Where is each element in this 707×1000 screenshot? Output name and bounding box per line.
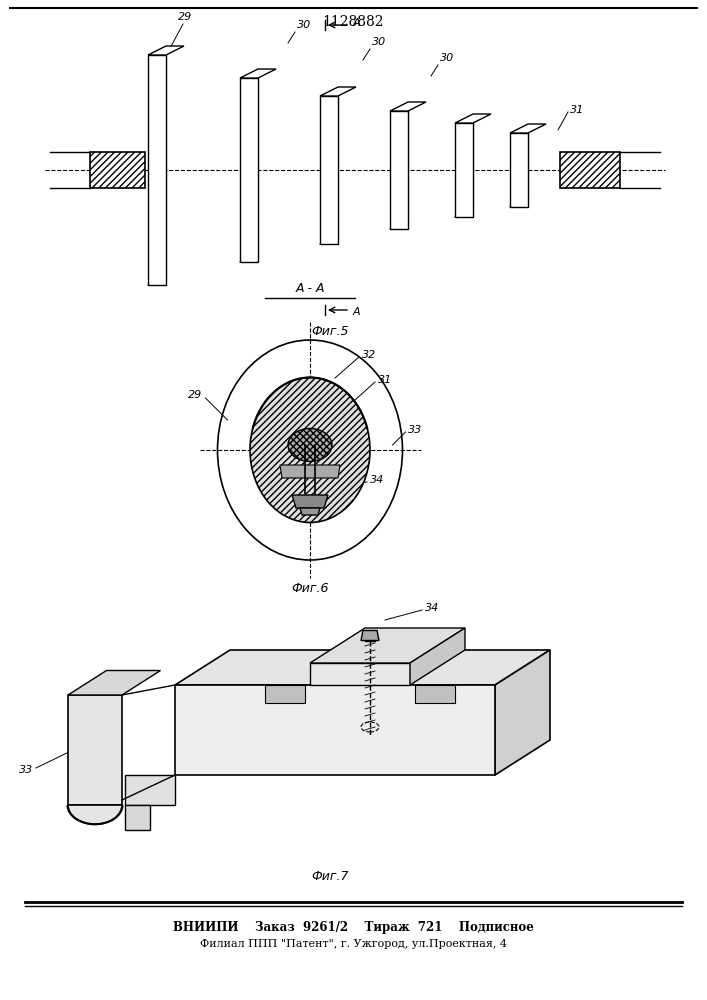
Text: Фиг.5: Фиг.5 xyxy=(311,325,349,338)
Polygon shape xyxy=(310,628,465,663)
Polygon shape xyxy=(125,775,175,805)
Polygon shape xyxy=(320,96,338,244)
Polygon shape xyxy=(310,663,410,685)
Polygon shape xyxy=(390,111,408,229)
Polygon shape xyxy=(455,114,491,123)
Polygon shape xyxy=(68,805,122,824)
Text: А - А: А - А xyxy=(296,282,325,295)
Polygon shape xyxy=(410,628,465,685)
Text: 33: 33 xyxy=(407,425,422,435)
Polygon shape xyxy=(125,805,150,830)
Text: A: A xyxy=(353,307,361,317)
Polygon shape xyxy=(361,631,379,641)
Polygon shape xyxy=(148,46,184,55)
Polygon shape xyxy=(240,69,276,78)
Text: 30: 30 xyxy=(475,718,489,728)
Text: 33: 33 xyxy=(19,765,33,775)
Text: 32: 32 xyxy=(362,350,376,360)
Text: 30: 30 xyxy=(297,20,311,30)
Polygon shape xyxy=(148,55,166,285)
Text: 30: 30 xyxy=(440,53,455,63)
Polygon shape xyxy=(415,685,455,703)
Polygon shape xyxy=(90,152,145,188)
Polygon shape xyxy=(510,133,528,207)
Text: Филиал ППП "Патент", г. Ужгород, ул.Проектная, 4: Филиал ППП "Патент", г. Ужгород, ул.Прое… xyxy=(199,939,506,949)
Polygon shape xyxy=(455,123,473,217)
Polygon shape xyxy=(495,650,550,775)
Text: 34: 34 xyxy=(425,603,439,613)
Text: A: A xyxy=(353,18,361,28)
Polygon shape xyxy=(320,87,356,96)
Text: 29: 29 xyxy=(188,390,202,400)
Polygon shape xyxy=(240,78,258,262)
Text: Фиг.6: Фиг.6 xyxy=(291,582,329,595)
Polygon shape xyxy=(560,152,620,188)
Ellipse shape xyxy=(288,428,332,462)
Text: 29: 29 xyxy=(178,12,192,22)
Text: ВНИИПИ    Заказ  9261/2    Тираж  721    Подписное: ВНИИПИ Заказ 9261/2 Тираж 721 Подписное xyxy=(173,920,534,934)
Polygon shape xyxy=(510,124,546,133)
Polygon shape xyxy=(390,102,426,111)
Polygon shape xyxy=(280,465,340,478)
Text: Фиг.7: Фиг.7 xyxy=(311,870,349,883)
Polygon shape xyxy=(68,695,122,805)
Text: 34: 34 xyxy=(370,475,384,485)
Polygon shape xyxy=(175,685,495,775)
Ellipse shape xyxy=(250,377,370,522)
Text: 30: 30 xyxy=(372,37,386,47)
Polygon shape xyxy=(68,670,160,695)
Polygon shape xyxy=(292,495,328,508)
Text: 1128882: 1128882 xyxy=(322,15,384,29)
Text: 31: 31 xyxy=(570,105,584,115)
Polygon shape xyxy=(175,650,550,685)
Text: 31: 31 xyxy=(378,375,392,385)
Polygon shape xyxy=(265,685,305,703)
Polygon shape xyxy=(300,508,320,515)
